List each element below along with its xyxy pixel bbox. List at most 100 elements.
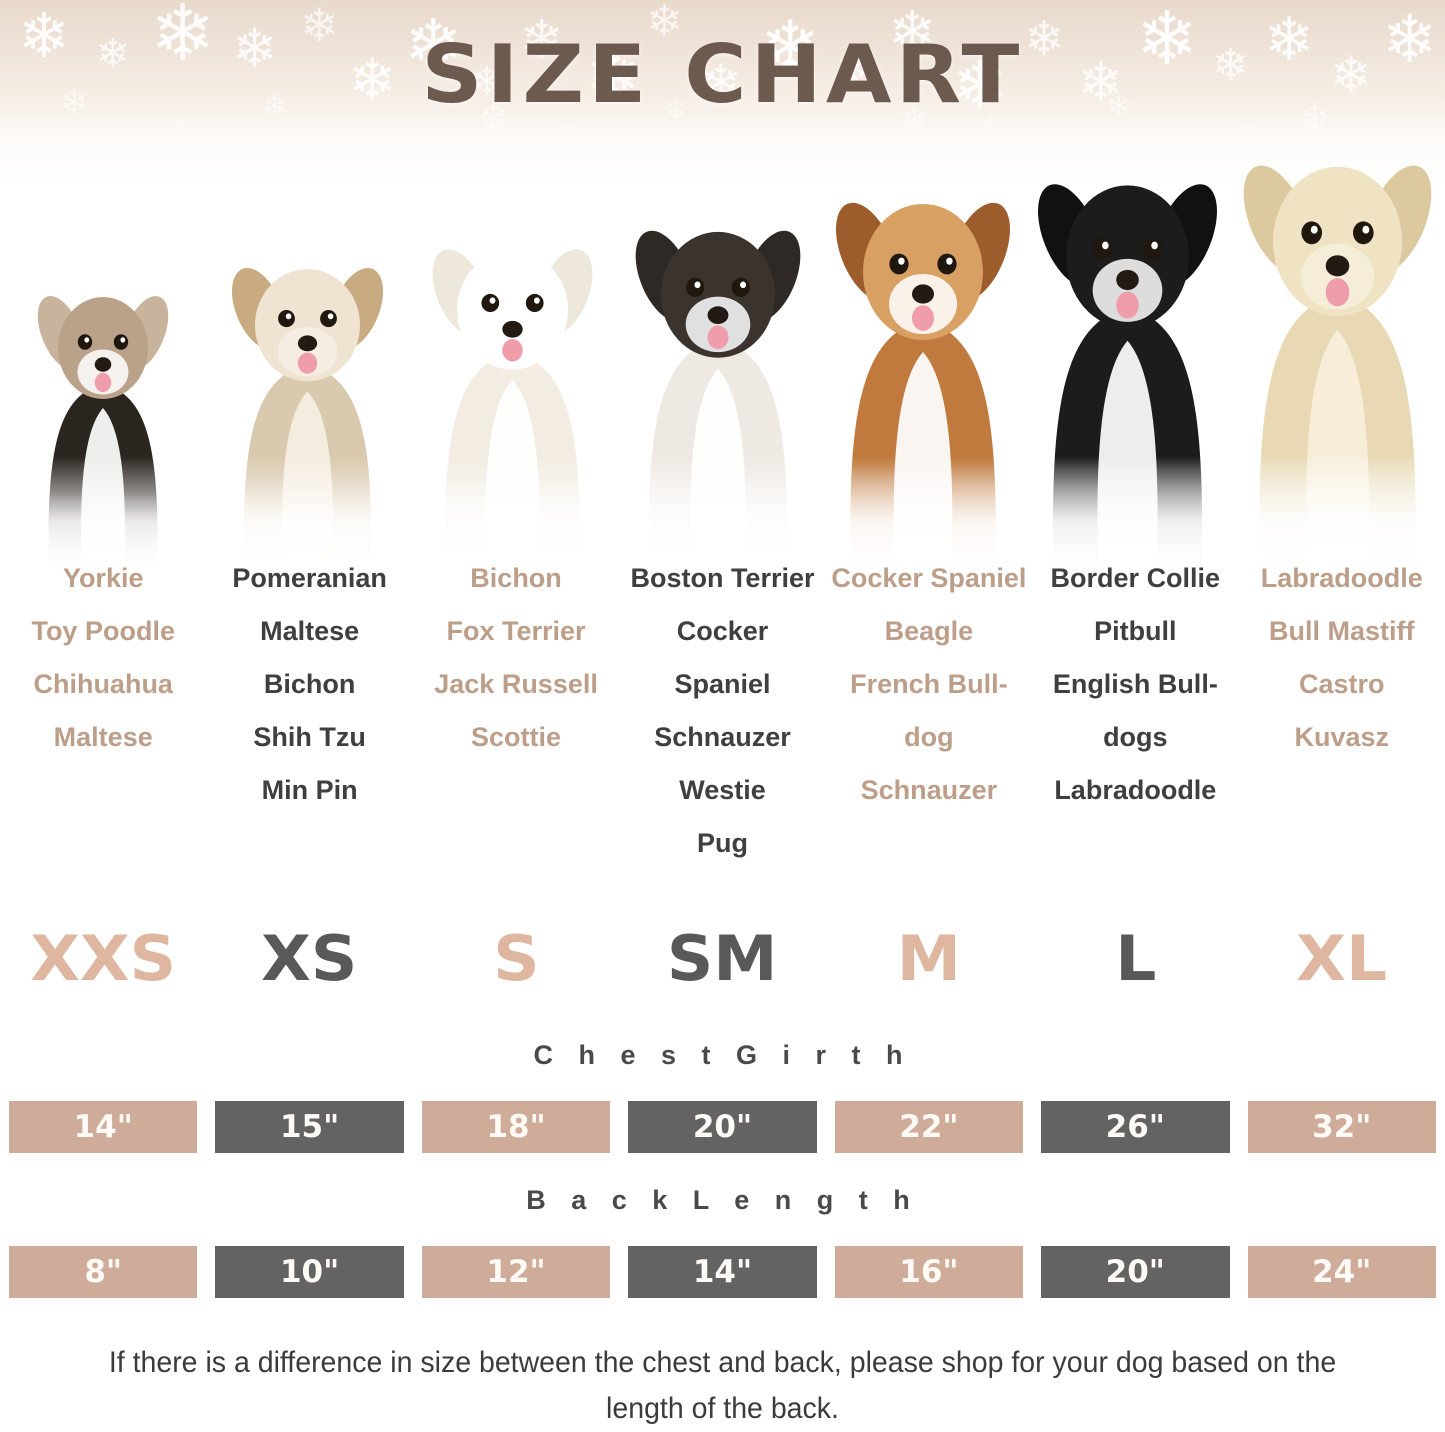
breed-name: dogs	[1103, 722, 1168, 752]
snowflake-icon: ❄	[1136, 0, 1199, 80]
chest-girth-heading: C h e s t G i r t h	[533, 1040, 912, 1070]
breed-column-l: Border Collie Pitbull English Bull-dogs Lab…	[1032, 552, 1238, 897]
snowflake-icon: ❄	[836, 45, 872, 92]
breed-name: Maltese	[260, 616, 360, 646]
back-length-cell-sm: 14"	[619, 1246, 825, 1298]
breed-name: Cocker	[676, 616, 769, 646]
breed-name: Schnauzer	[860, 775, 998, 805]
dog-illustration	[27, 276, 178, 576]
breed-column-m: Cocker Spaniel Beagle French Bull-dog Schna…	[826, 552, 1032, 897]
chest-girth-value: 14"	[9, 1101, 198, 1153]
snowflake-icon: ❄	[232, 19, 278, 79]
chest-girth-value: 26"	[1041, 1101, 1230, 1153]
back-length-cell-s: 12"	[413, 1246, 619, 1298]
snowflake-icon: ❄	[1382, 2, 1438, 76]
breed-name: Bichon	[263, 669, 356, 699]
snowflake-icon: ❄	[150, 0, 216, 77]
breed-name: Labradoodle	[1260, 563, 1423, 593]
dog-illustration	[822, 176, 1023, 576]
back-length-value: 14"	[628, 1246, 817, 1298]
chest-girth-value: 32"	[1247, 1101, 1436, 1153]
breed-name: Bull Mastiff	[1268, 616, 1415, 646]
breed-name: Spaniel	[674, 669, 771, 699]
snowflake-icon: ❄	[888, 0, 937, 65]
breed-name: Boston Terrier	[630, 563, 815, 593]
back-length-cell-xxs: 8"	[0, 1246, 206, 1298]
breed-name: Shih Tzu	[253, 722, 366, 752]
breed-name: Min Pin	[261, 775, 358, 805]
size-label: M	[896, 921, 961, 995]
breed-name: Schnauzer	[654, 722, 791, 752]
size-label: XS	[261, 921, 358, 995]
snowflake-icon: ❄	[300, 0, 339, 51]
chest-girth-cell-xxs: 14"	[0, 1101, 206, 1153]
size-cell-xl: XL	[1239, 922, 1445, 995]
back-length-value: 8"	[9, 1246, 198, 1298]
breed-name: Castro	[1298, 669, 1385, 699]
snowflake-icon: ❄	[96, 32, 130, 76]
back-length-bar-row: 8" 10" 12" 14" 16" 20" 24"	[0, 1246, 1445, 1298]
back-length-value: 16"	[834, 1246, 1024, 1298]
size-label: XL	[1296, 921, 1388, 995]
breed-name: English Bull-	[1052, 669, 1218, 699]
breed-name: Bichon	[470, 563, 562, 593]
dog-illustration	[220, 246, 395, 576]
breed-name: Pitbull	[1094, 616, 1177, 646]
breed-name: Jack Russell	[434, 669, 598, 699]
sizing-note: If there is a difference in size between…	[108, 1346, 1337, 1425]
size-label: S	[492, 921, 540, 995]
back-length-cell-m: 16"	[826, 1246, 1032, 1298]
snowflake-icon: ❄	[700, 55, 742, 111]
breed-name: Chihuahua	[33, 669, 173, 699]
beagle-photo	[820, 96, 1025, 576]
breed-name: Yorkie	[62, 563, 144, 593]
breed-name: Labradoodle	[1054, 775, 1217, 805]
snowflake-icon: ❄	[348, 48, 397, 113]
breed-column-xl: Labradoodle Bull Mastiff Castro Kuvasz	[1239, 552, 1445, 897]
snowflake-icon: ❄	[1024, 13, 1065, 66]
chest-girth-value: 15"	[215, 1101, 404, 1153]
breed-name: Border Collie	[1050, 563, 1221, 593]
snowflake-icon: ❄	[586, 40, 640, 112]
dog-illustration	[1230, 136, 1445, 576]
dog-photo-row	[0, 96, 1445, 576]
border-collie-photo	[1025, 96, 1230, 576]
breed-column-sm: Boston Terrier Cocker Spaniel Schnauzer West…	[619, 552, 825, 897]
breed-column-xxs: Yorkie Toy Poodle Chihuahua Maltese	[0, 552, 206, 897]
size-label: L	[1114, 921, 1156, 995]
breed-name: dog	[904, 722, 954, 752]
chihuahua-photo	[0, 96, 205, 576]
breed-name: French Bull-	[850, 669, 1008, 699]
dog-illustration	[420, 226, 605, 576]
size-cell-sm: SM	[619, 922, 825, 995]
back-length-value: 10"	[215, 1246, 404, 1298]
size-cell-m: M	[826, 922, 1032, 995]
shih-tzu-photo	[205, 96, 410, 576]
chest-girth-bar-row: 14" 15" 18" 20" 22" 26" 32"	[0, 1101, 1445, 1153]
back-length-value: 20"	[1041, 1246, 1230, 1298]
maltese-photo	[410, 96, 615, 576]
chest-girth-cell-sm: 20"	[619, 1101, 825, 1153]
back-length-cell-xs: 10"	[206, 1246, 412, 1298]
breed-name: Westie	[679, 775, 766, 805]
breed-column-s: Bichon Fox Terrier Jack Russell Scottie	[413, 552, 619, 897]
size-label: SM	[667, 921, 778, 995]
breed-name: Pug	[696, 828, 748, 858]
snowflake-header-band: ❄ ❄ ❄ ❄ ❄ ❄ ❄ ❄ ❄ ❄ ❄ ❄ ❄ ❄ ❄ ❄ ❄ ❄ ❄ ❄ ❄ ❄ ❄ ❄ ❄ ❄ ❄ ❄ ❄ ❄ ❄ ❄ ❄ ❄	[0, 0, 1445, 200]
snowflake-icon: ❄	[1330, 47, 1372, 103]
chest-girth-cell-m: 22"	[826, 1101, 1032, 1153]
breed-name: Scottie	[471, 722, 562, 752]
snowflake-icon: ❄	[1078, 53, 1124, 113]
breed-name: Cocker Spaniel	[831, 563, 1027, 593]
size-cell-xxs: XXS	[0, 922, 206, 995]
chest-girth-cell-xl: 32"	[1239, 1101, 1445, 1153]
french-bulldog-photo	[615, 96, 820, 576]
size-label: XXS	[30, 921, 177, 995]
size-cell-l: L	[1032, 922, 1238, 995]
page-title: SIZE CHART	[421, 28, 1024, 121]
snowflake-icon: ❄	[470, 60, 504, 104]
snowflake-icon: ❄	[952, 48, 1008, 122]
size-cell-xs: XS	[206, 922, 412, 995]
breed-columns: Yorkie Toy Poodle Chihuahua Maltese Pomerani…	[0, 552, 1445, 897]
chest-girth-cell-l: 26"	[1032, 1101, 1238, 1153]
